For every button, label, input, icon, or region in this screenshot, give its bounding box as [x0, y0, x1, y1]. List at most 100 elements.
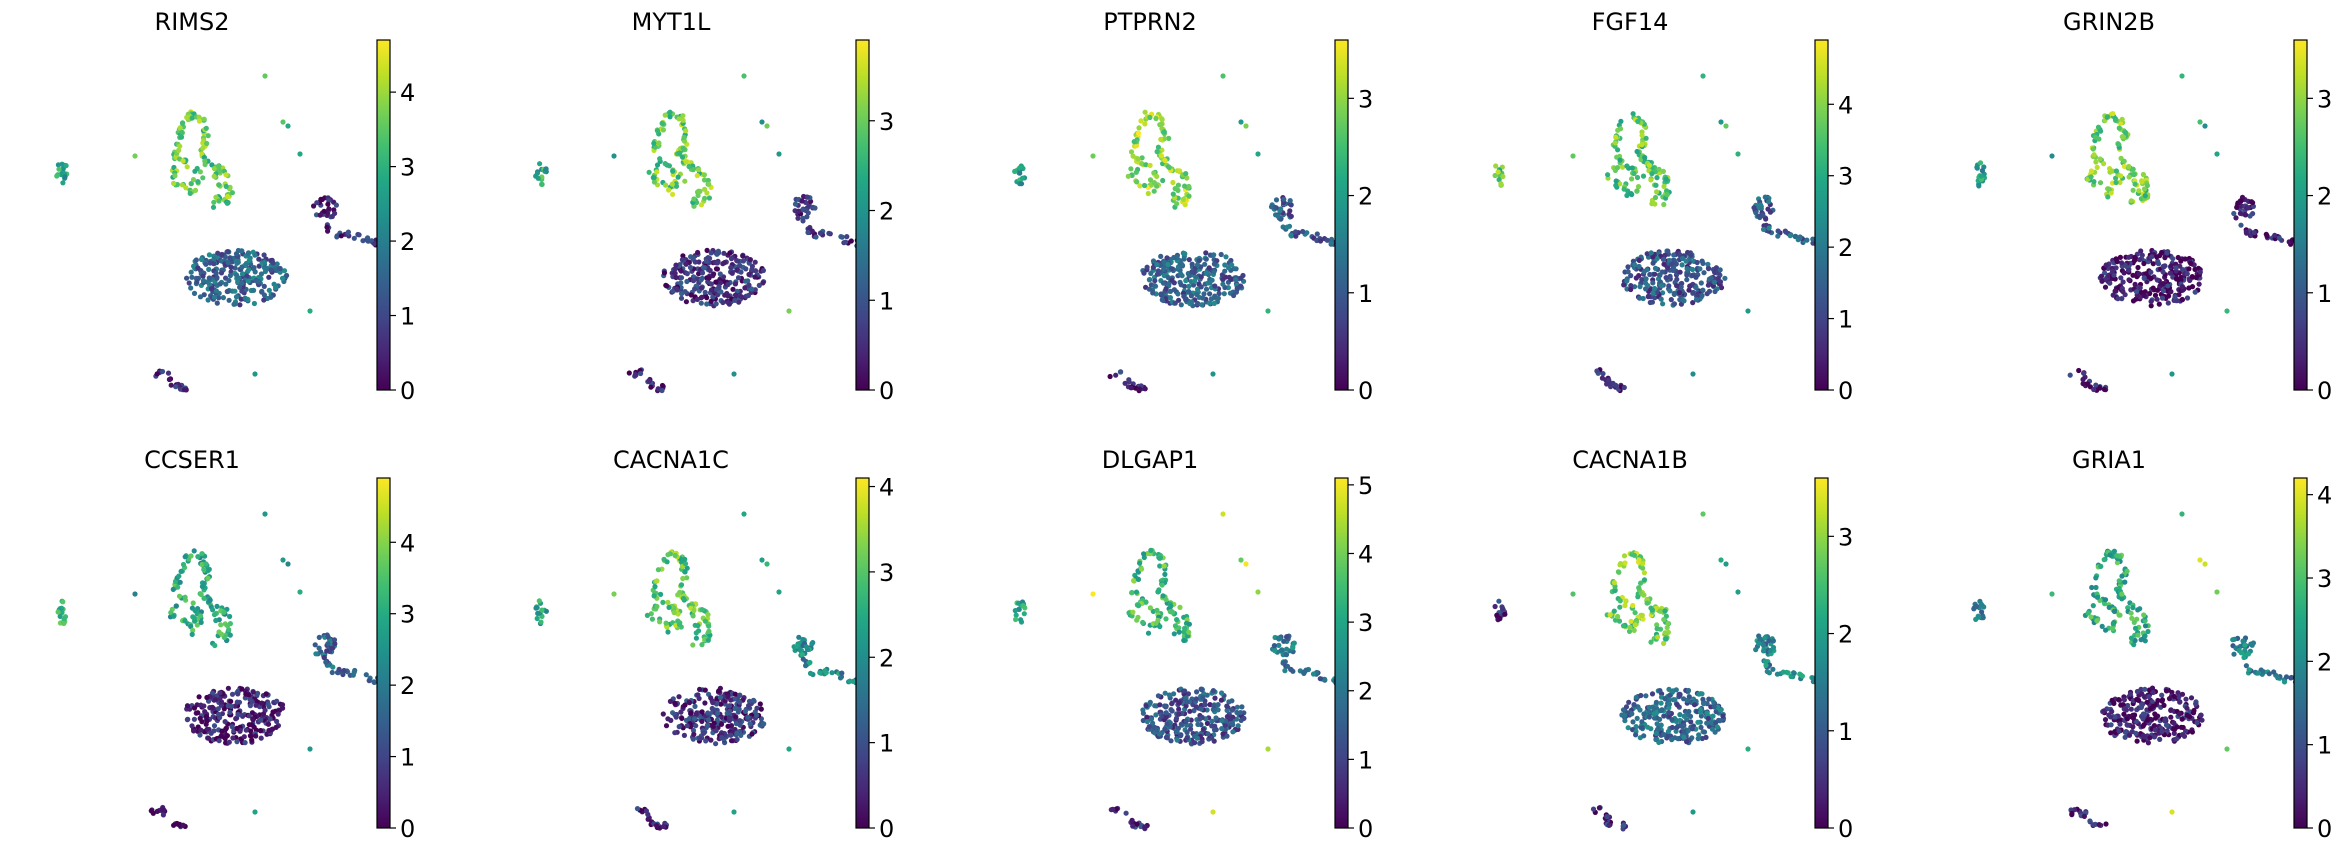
cell-point — [371, 241, 377, 247]
cell-point — [2146, 694, 2152, 700]
cell-point — [55, 609, 61, 615]
cell-point — [1170, 191, 1176, 197]
cell-point — [539, 607, 545, 613]
cell-point — [229, 190, 235, 196]
cell-point — [1204, 720, 1210, 727]
cell-point — [267, 716, 273, 722]
cell-point — [165, 370, 172, 376]
cell-point — [710, 723, 716, 730]
cell-point — [2150, 285, 2156, 291]
cell-point — [268, 267, 274, 273]
cell-point — [2122, 734, 2128, 740]
cell-point — [241, 734, 247, 740]
cell-point — [809, 641, 815, 647]
cell-point — [1631, 702, 1637, 708]
cell-point — [1130, 823, 1136, 829]
cell-point — [1717, 279, 1724, 285]
cell-point — [708, 298, 714, 304]
cell-point — [266, 274, 272, 280]
cell-point — [1651, 711, 1657, 717]
cell-point — [1129, 590, 1135, 596]
cell-point — [1117, 369, 1123, 375]
cell-point — [1141, 551, 1147, 557]
cell-point — [297, 151, 303, 157]
cell-point — [195, 554, 201, 560]
cell-point — [2235, 200, 2241, 206]
cell-point — [1804, 237, 1810, 243]
cell-point — [1788, 673, 1794, 680]
cell-point — [1164, 255, 1170, 261]
cell-point — [2176, 711, 2183, 717]
cell-point — [2202, 123, 2208, 129]
cell-point — [1163, 710, 1169, 716]
cell-point — [1136, 125, 1142, 131]
cell-point — [2140, 711, 2146, 717]
cell-point — [251, 287, 257, 293]
cell-point — [2184, 295, 2191, 301]
cell-point — [1288, 232, 1294, 238]
cell-point — [1502, 611, 1508, 617]
cell-point — [1206, 265, 1212, 271]
cell-point — [216, 629, 222, 635]
cell-point — [665, 552, 671, 558]
cell-point — [200, 145, 206, 151]
cell-point — [663, 620, 669, 626]
cell-point — [189, 723, 195, 729]
cell-point — [1137, 560, 1143, 566]
cell-point — [1625, 269, 1631, 275]
cell-point — [702, 289, 708, 295]
cell-point — [1674, 702, 1680, 708]
cell-point — [216, 738, 222, 744]
cell-point — [1667, 273, 1673, 279]
cell-point — [2144, 183, 2150, 189]
cell-point — [704, 722, 711, 728]
cell-point — [279, 275, 286, 281]
cell-point — [1123, 810, 1129, 816]
cell-point — [1139, 566, 1145, 572]
cell-point — [679, 154, 686, 160]
cell-point — [1654, 189, 1660, 195]
cell-point — [735, 275, 742, 281]
cell-point — [803, 663, 809, 669]
cell-point — [203, 261, 209, 267]
cell-point — [690, 255, 696, 261]
cell-point — [2179, 716, 2185, 722]
cell-point — [1810, 675, 1816, 681]
cell-point — [59, 161, 65, 167]
cell-point — [1185, 691, 1191, 697]
cell-point — [198, 591, 204, 597]
cell-point — [2115, 296, 2121, 302]
cell-point — [1654, 255, 1660, 262]
cell-point — [1202, 261, 1208, 267]
cell-point — [728, 697, 734, 703]
cell-point — [1210, 688, 1216, 694]
cell-point — [1677, 692, 1683, 698]
cell-point — [1171, 691, 1177, 697]
cell-point — [702, 186, 708, 192]
cell-point — [196, 694, 202, 700]
cell-point — [1684, 266, 1690, 272]
cell-point — [740, 258, 747, 264]
cell-point — [626, 370, 632, 376]
cell-point — [692, 259, 698, 265]
cell-point — [263, 691, 269, 697]
cell-point — [1169, 266, 1175, 272]
cell-point — [2245, 651, 2252, 657]
cell-point — [1186, 288, 1192, 295]
cell-point — [1155, 693, 1161, 699]
cell-point — [1174, 617, 1180, 623]
cell-point — [218, 699, 225, 705]
cell-point — [227, 255, 233, 261]
cell-point — [1167, 288, 1174, 294]
cell-point — [329, 213, 335, 220]
cell-point — [239, 271, 246, 277]
cell-point — [2148, 298, 2154, 305]
cell-point — [539, 181, 545, 187]
cell-point — [1677, 269, 1683, 275]
cell-point — [2120, 288, 2126, 295]
cell-point — [803, 207, 809, 214]
cell-point — [1107, 373, 1113, 380]
cell-point — [1021, 611, 1027, 617]
cell-point — [1130, 609, 1136, 615]
cell-point — [2152, 727, 2158, 733]
